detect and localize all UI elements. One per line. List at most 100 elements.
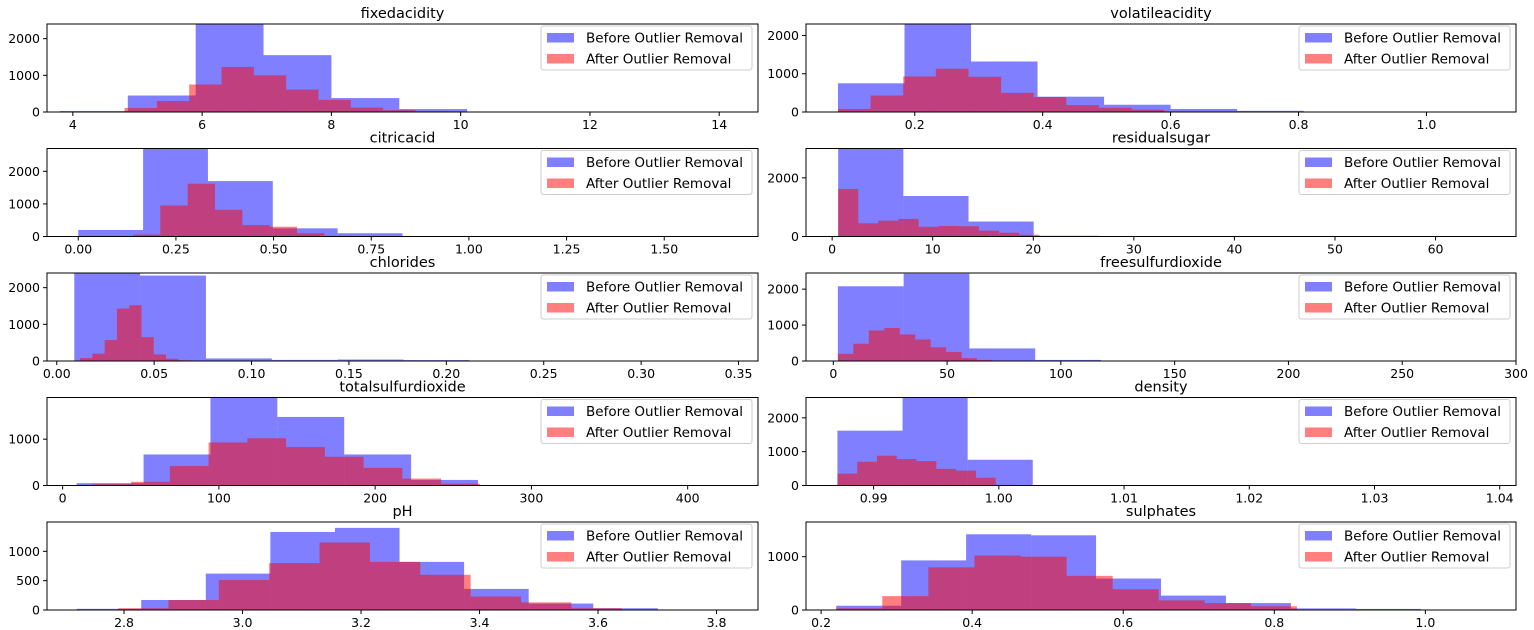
histogram-bar [383, 110, 416, 112]
y-tick-label: 0 [791, 354, 799, 369]
legend: Before Outlier Removal After Outlier Remo… [1298, 274, 1511, 320]
histogram-bar [899, 334, 916, 361]
x-tick-label: 0.00 [43, 366, 71, 381]
histogram-bar [837, 108, 871, 112]
x-tick-label: 4 [69, 117, 77, 132]
x-tick-label: 12 [582, 117, 598, 132]
subplot-density: 0.99 1.00 1.01 1.02 1.03 1.04 0 1000 2000 density… [767, 380, 1517, 506]
legend: Before Outlier Removal After Outlier Remo… [540, 150, 753, 195]
series-after-bars [92, 438, 480, 486]
x-tick-label: 1.0 [1415, 615, 1435, 630]
x-tick-label: 1.00 [985, 491, 1013, 506]
legend-label-after: After Outlier Removal [1344, 176, 1489, 192]
histogram-bar [1204, 603, 1251, 610]
subplot-chlorides: 0.00 0.05 0.10 0.15 0.20 0.25 0.30 0.35 0 1000 200… [8, 255, 759, 381]
x-tick-label: 2.8 [114, 615, 134, 630]
legend-label-before: Before Outlier Removal [586, 31, 743, 47]
histogram-bar [129, 305, 142, 361]
histogram-bar [870, 95, 904, 112]
histogram-bar [946, 352, 962, 361]
y-tick-label: 0 [32, 354, 40, 369]
histogram-bar [253, 75, 287, 112]
histogram-bar [837, 353, 854, 361]
legend-label-before: Before Outlier Removal [1344, 280, 1501, 296]
legend: Before Outlier Removal After Outlier Remo… [540, 523, 753, 569]
legend-label-after: After Outlier Removal [586, 550, 731, 566]
histogram-bar [593, 608, 658, 610]
histogram-bar [1098, 107, 1132, 112]
histogram-bar [286, 89, 319, 112]
legend: Before Outlier Removal After Outlier Remo… [1298, 25, 1511, 71]
x-tick-label: 0.8 [1289, 117, 1309, 132]
legend: Before Outlier Removal After Outlier Remo… [1298, 150, 1511, 195]
histogram-bar [160, 205, 188, 237]
subplot-freesulfurdioxide: 0 50 100 150 200 250 300 0 1000 2000 freesulfurdio… [767, 255, 1528, 381]
legend: Before Outlier Removal After Outlier Remo… [540, 399, 753, 444]
subplot-title: fixedacidity [361, 6, 445, 22]
histogram-bar [974, 555, 1021, 610]
legend-label-after: After Outlier Removal [1344, 52, 1489, 68]
legend-swatch-before [547, 282, 574, 292]
histogram-bar [1020, 556, 1067, 610]
legend-box [540, 523, 753, 569]
histogram-bar [956, 470, 976, 486]
legend-swatch-after [547, 178, 574, 188]
y-tick-label: 0 [791, 478, 799, 493]
y-tick-label: 500 [16, 573, 40, 588]
histogram-bar [1066, 575, 1113, 610]
histogram-bar [968, 76, 1002, 112]
legend-swatch-before [1305, 157, 1332, 167]
histogram-bar [337, 233, 403, 237]
histogram-bar [999, 232, 1020, 237]
histogram-bar [916, 461, 937, 486]
series-after-bars [838, 188, 1040, 237]
histogram-bar [1035, 359, 1101, 361]
histogram-bar [918, 226, 939, 237]
histogram-bar [930, 347, 947, 361]
histogram-bar [205, 358, 272, 361]
series-after-bars [837, 68, 1165, 112]
axes-frame [46, 397, 759, 486]
y-tick-label: 1000 [767, 318, 799, 333]
x-tick-label: 0 [829, 366, 837, 381]
histogram-bar [402, 478, 442, 486]
x-tick-label: 400 [676, 491, 700, 506]
x-tick-label: 3.6 [588, 615, 608, 630]
x-tick-label: 0.99 [860, 491, 888, 506]
x-tick-label: 0.15 [335, 366, 363, 381]
x-tick-label: 250 [1390, 366, 1414, 381]
legend-swatch-after [1305, 303, 1332, 313]
histogram-bar [903, 76, 936, 112]
legend: Before Outlier Removal After Outlier Remo… [540, 25, 753, 71]
histogram-bar [896, 459, 917, 486]
histogram-bar [836, 605, 902, 610]
y-tick-label: 0 [32, 478, 40, 493]
legend-swatch-after [1305, 54, 1332, 64]
histogram-bar [1112, 589, 1159, 610]
subplot-title: density [1134, 380, 1188, 396]
legend-swatch-before [1305, 282, 1332, 292]
axes-frame [46, 23, 759, 113]
axes-frame [46, 272, 759, 362]
y-tick-label: 0 [791, 105, 799, 120]
x-tick-label: 40 [1226, 242, 1242, 257]
x-tick-label: 6 [198, 117, 206, 132]
legend-swatch-before [1305, 531, 1332, 541]
legend-swatch-before [547, 531, 574, 541]
histogram-bar [1237, 110, 1304, 112]
legend-swatch-after [547, 54, 574, 64]
x-tick-label: 0.25 [530, 366, 558, 381]
x-tick-label: 60 [1428, 242, 1444, 257]
series-after-bars [118, 542, 622, 610]
histogram-bar [975, 477, 996, 486]
legend-label-before: Before Outlier Removal [1344, 31, 1501, 47]
x-tick-label: 200 [1277, 366, 1301, 381]
legend-box [540, 399, 753, 444]
histogram-bar [877, 455, 897, 486]
histogram-bar [337, 359, 404, 361]
y-tick-label: 2000 [767, 410, 799, 425]
x-tick-label: 1.01 [1110, 491, 1138, 506]
x-tick-label: 10 [453, 117, 469, 132]
x-tick-label: 300 [519, 491, 543, 506]
histogram-bar [521, 602, 572, 610]
